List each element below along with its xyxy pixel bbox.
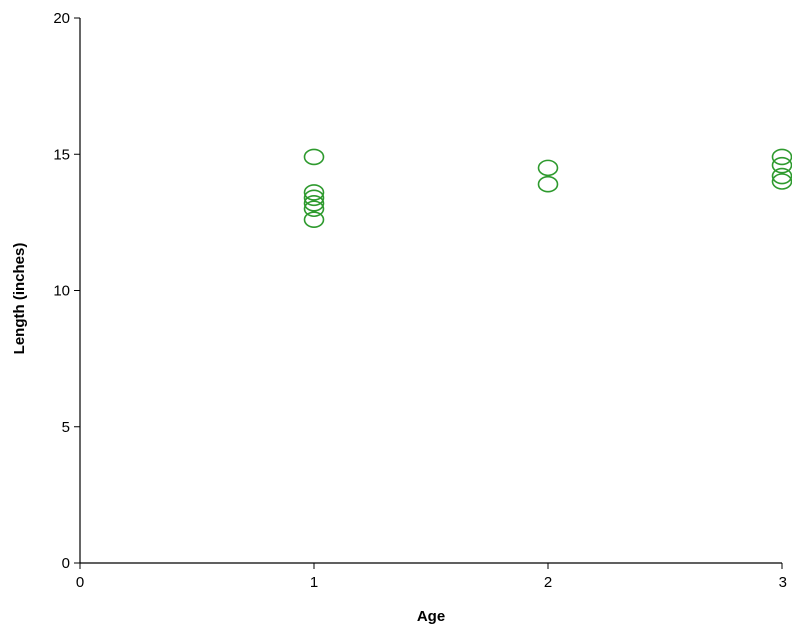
x-tick-label: 1 [310,574,318,591]
y-tick-label: 0 [62,555,70,572]
x-tick-label: 2 [544,574,552,591]
y-axis-title: Length (inches) [11,243,28,355]
x-tick-label: 0 [76,574,84,591]
x-axis-ticks: 0 1 2 3 [76,563,787,591]
y-axis-ticks: 0 5 10 15 20 [53,10,80,572]
y-tick-label: 15 [53,146,70,163]
data-point [303,211,325,228]
data-point [303,200,325,218]
y-tick-label: 20 [53,10,70,27]
data-point [303,195,325,212]
y-tick-label: 10 [53,283,70,300]
data-point [303,184,325,201]
x-tick-label: 3 [779,574,787,591]
data-point [303,148,325,166]
data-point [303,189,325,207]
data-point [537,159,559,177]
data-points [303,148,792,228]
data-point [537,175,559,193]
x-axis-title: Age [417,608,445,625]
y-tick-label: 5 [62,419,70,436]
